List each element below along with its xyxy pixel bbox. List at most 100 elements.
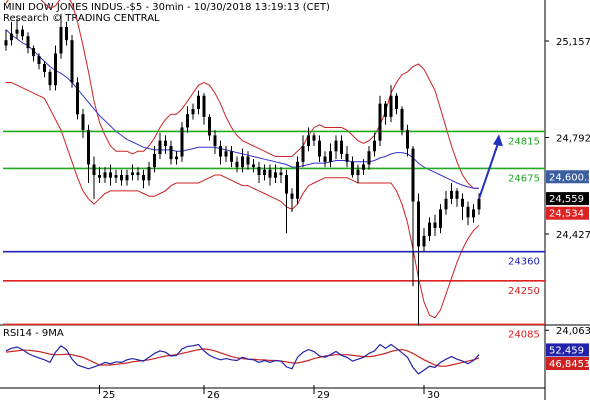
candle-body [345,153,349,162]
level-label-24250: 24250 [508,286,540,297]
candle-body [296,161,299,199]
candle-body [395,95,398,109]
candle-body [466,206,470,218]
x-tick-label: 30 [427,390,440,400]
candle-body [411,148,415,202]
candle-body [125,175,129,181]
x-tick-label: 26 [207,390,220,400]
candle-body [191,108,195,115]
candle-body [197,95,200,109]
candle-body [406,130,409,149]
candle-body [147,167,151,181]
candle-body [114,175,118,178]
candle-body [334,140,338,152]
candle-body [312,135,316,141]
candle-body [131,172,134,176]
candle-body [164,140,167,146]
candle-body [230,151,233,162]
candle-body [37,56,41,65]
candle-body [439,209,442,228]
candle-body [169,145,173,160]
candle-body [21,29,24,37]
candle-body [175,156,178,160]
candle-body [450,190,453,199]
candle-body [389,95,393,117]
candle-body [384,103,387,117]
candle-body [433,222,437,228]
candle-body [202,95,206,117]
candle-body [26,36,30,49]
rsi-value-label-rsi_ma: 46,8453 [549,359,590,370]
candle-body [153,153,156,168]
candle-body [15,29,19,34]
candle-body [417,201,420,247]
candle-body [279,172,283,176]
bollinger-lower-line [6,82,480,319]
candle-body [219,145,222,157]
value-tag-moving_average [546,170,589,184]
candle-body [109,172,112,178]
level-label-24675: 24675 [508,173,540,184]
y-tick-label: 24,792 [556,134,590,145]
candle-body [351,161,354,176]
chart-title: MINI DOW JONES INDUS.-$5 - 30min - 10/30… [3,2,330,13]
candle-body [301,145,305,162]
value-label-last_price: 24,559 [549,194,584,205]
candle-body [378,103,382,141]
candle-body [76,82,79,115]
candle-body [477,198,481,210]
candle-body [142,175,145,181]
candle-body [235,161,239,168]
candle-body [224,151,228,157]
candle-body [307,135,310,146]
candle-body [241,156,244,168]
candle-body [54,53,57,86]
y-tick-label: 24,063 [556,326,590,337]
candle-body [274,172,277,178]
value-label-bollinger: 24,534 [549,209,584,220]
y-tick-label: 25,157 [556,37,590,48]
candle-body [92,164,96,176]
rsi-tag-rsi_ma [546,357,589,371]
rsi-title: RSI14 - 9MA [3,328,64,339]
projection-arrow-head [493,134,503,147]
candle-body [81,114,85,131]
candle-body [373,140,376,152]
candle-body [59,26,63,54]
x-tick-label: 29 [317,390,330,400]
candle-body [472,209,475,218]
level-label-24815: 24815 [508,136,540,147]
candle-body [180,127,184,157]
rsi-value-label-rsi: 52,459 [549,345,584,356]
candle-body [213,135,217,146]
x-tick-label: 25 [103,390,116,400]
candle-body [87,130,90,165]
y-tick-label: 24,427 [556,230,590,241]
candle-body [455,190,459,199]
candle-body [318,140,321,157]
candle-body [290,193,294,199]
candle-body [120,175,123,181]
candle-body [285,175,288,194]
candle-body [263,169,266,176]
chart-source: Research © TRADING CENTRAL [3,13,160,24]
candle-body [32,48,35,57]
candle-body [10,33,13,41]
candle-body [208,116,211,136]
value-label-moving_average: 24,600.1 [549,172,590,183]
candle-body [136,172,140,176]
candle-body [103,172,107,178]
candle-body [422,235,426,247]
candle-body [356,169,360,176]
candle-body [444,198,448,210]
level-label-24085: 24085 [508,329,540,340]
rsi-tag-rsi [546,343,589,357]
candle-body [257,167,261,176]
candle-body [158,140,162,154]
rsi-ma-line [5,348,480,367]
candle-body [428,222,431,236]
candle-body [4,40,8,46]
candle-body [48,71,52,86]
